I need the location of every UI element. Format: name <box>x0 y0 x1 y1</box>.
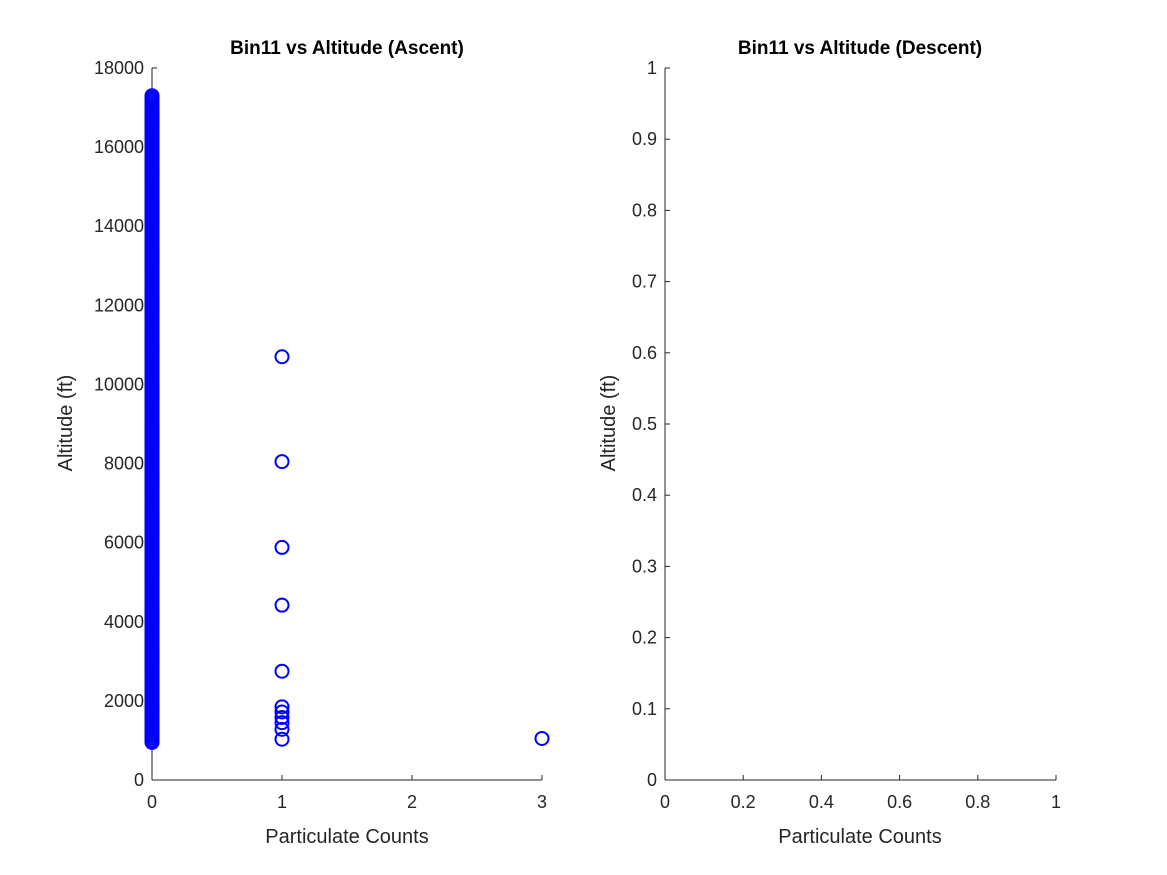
descent-plot-y-tick-label: 0 <box>647 770 657 790</box>
descent-plot-x-label: Particulate Counts <box>778 826 941 848</box>
descent-plot-y-tick-label: 1 <box>647 58 657 78</box>
ascent-plot-data-point <box>274 715 290 731</box>
descent-plot-y-tick-label: 0.6 <box>632 343 657 363</box>
ascent-plot-data-point <box>274 663 290 679</box>
ascent-plot-y-tick-label: 0 <box>134 770 144 790</box>
ascent-plot-data-point <box>274 539 290 555</box>
ascent-plot-data-point <box>274 731 290 747</box>
ascent-plot-y-label: Altitude (ft) <box>55 375 77 472</box>
ascent-plot-ticks: 0 2000 4000 6000 8000 10000 12000 14000 16000 180… <box>94 58 547 812</box>
ascent-plot-x-tick-label: 0 <box>147 792 157 812</box>
descent-plot: Bin11 vs Altitude (Descent) 0 0.1 0.2 0.3 0.… <box>598 38 1061 848</box>
ascent-plot-y-tick-label: 16000 <box>94 137 144 157</box>
ascent-plot-x-tick-label: 2 <box>407 792 417 812</box>
descent-plot-y-tick-label: 0.3 <box>632 556 657 576</box>
descent-plot-y-tick-label: 0.8 <box>632 200 657 220</box>
descent-plot-x-tick-label: 0.4 <box>809 792 834 812</box>
ascent-plot-x-tick-label: 1 <box>277 792 287 812</box>
ascent-plot-y-tick-label: 4000 <box>104 612 144 632</box>
ascent-plot-data-point <box>534 730 550 746</box>
ascent-plot-y-tick-label: 18000 <box>94 58 144 78</box>
ascent-plot: Bin11 vs Altitude (Ascent) 0 2000 4000 6000… <box>55 38 550 848</box>
ascent-plot-title: Bin11 vs Altitude (Ascent) <box>230 38 464 59</box>
descent-plot-x-tick-label: 0.8 <box>965 792 990 812</box>
ascent-plot-data-point <box>274 454 290 470</box>
descent-plot-x-tick-label: 0 <box>660 792 670 812</box>
ascent-plot-y-tick-label: 12000 <box>94 295 144 315</box>
ascent-plot-y-tick-label: 8000 <box>104 454 144 474</box>
ascent-plot-x-tick-label: 3 <box>537 792 547 812</box>
ascent-plot-axes <box>151 68 542 781</box>
descent-plot-y-tick-label: 0.9 <box>632 129 657 149</box>
descent-plot-x-tick-label: 0.6 <box>887 792 912 812</box>
ascent-plot-data-point <box>274 710 290 726</box>
ascent-plot-y-tick-label: 14000 <box>94 216 144 236</box>
descent-plot-y-tick-label: 0.5 <box>632 414 657 434</box>
ascent-plot-data-point <box>274 721 290 737</box>
ascent-plot-data-point <box>274 699 290 715</box>
ascent-plot-y-tick-label: 2000 <box>104 691 144 711</box>
descent-plot-axes <box>664 68 1056 781</box>
ascent-plot-markers <box>144 88 550 750</box>
descent-plot-y-tick-label: 0.2 <box>632 628 657 648</box>
descent-plot-y-tick-label: 0.7 <box>632 272 657 292</box>
descent-plot-x-tick-label: 1 <box>1051 792 1061 812</box>
ascent-plot-data-point <box>274 704 290 720</box>
descent-plot-y-tick-label: 0.4 <box>632 485 657 505</box>
ascent-plot-y-tick-label: 10000 <box>94 374 144 394</box>
ascent-plot-x-label: Particulate Counts <box>265 826 428 848</box>
ascent-plot-y-tick-label: 6000 <box>104 533 144 553</box>
descent-plot-ticks: 0 0.1 0.2 0.3 0.4 0.5 0.6 0.7 0.8 0.9 1 0 0.2 0.4 0.6 0… <box>632 58 1061 812</box>
descent-plot-y-tick-label: 0.1 <box>632 699 657 719</box>
descent-plot-y-label: Altitude (ft) <box>598 375 620 472</box>
descent-plot-title: Bin11 vs Altitude (Descent) <box>738 38 982 59</box>
descent-plot-x-tick-label: 0.2 <box>731 792 756 812</box>
ascent-plot-data-point <box>274 349 290 365</box>
ascent-plot-data-point <box>144 88 160 104</box>
ascent-plot-data-point <box>274 597 290 613</box>
